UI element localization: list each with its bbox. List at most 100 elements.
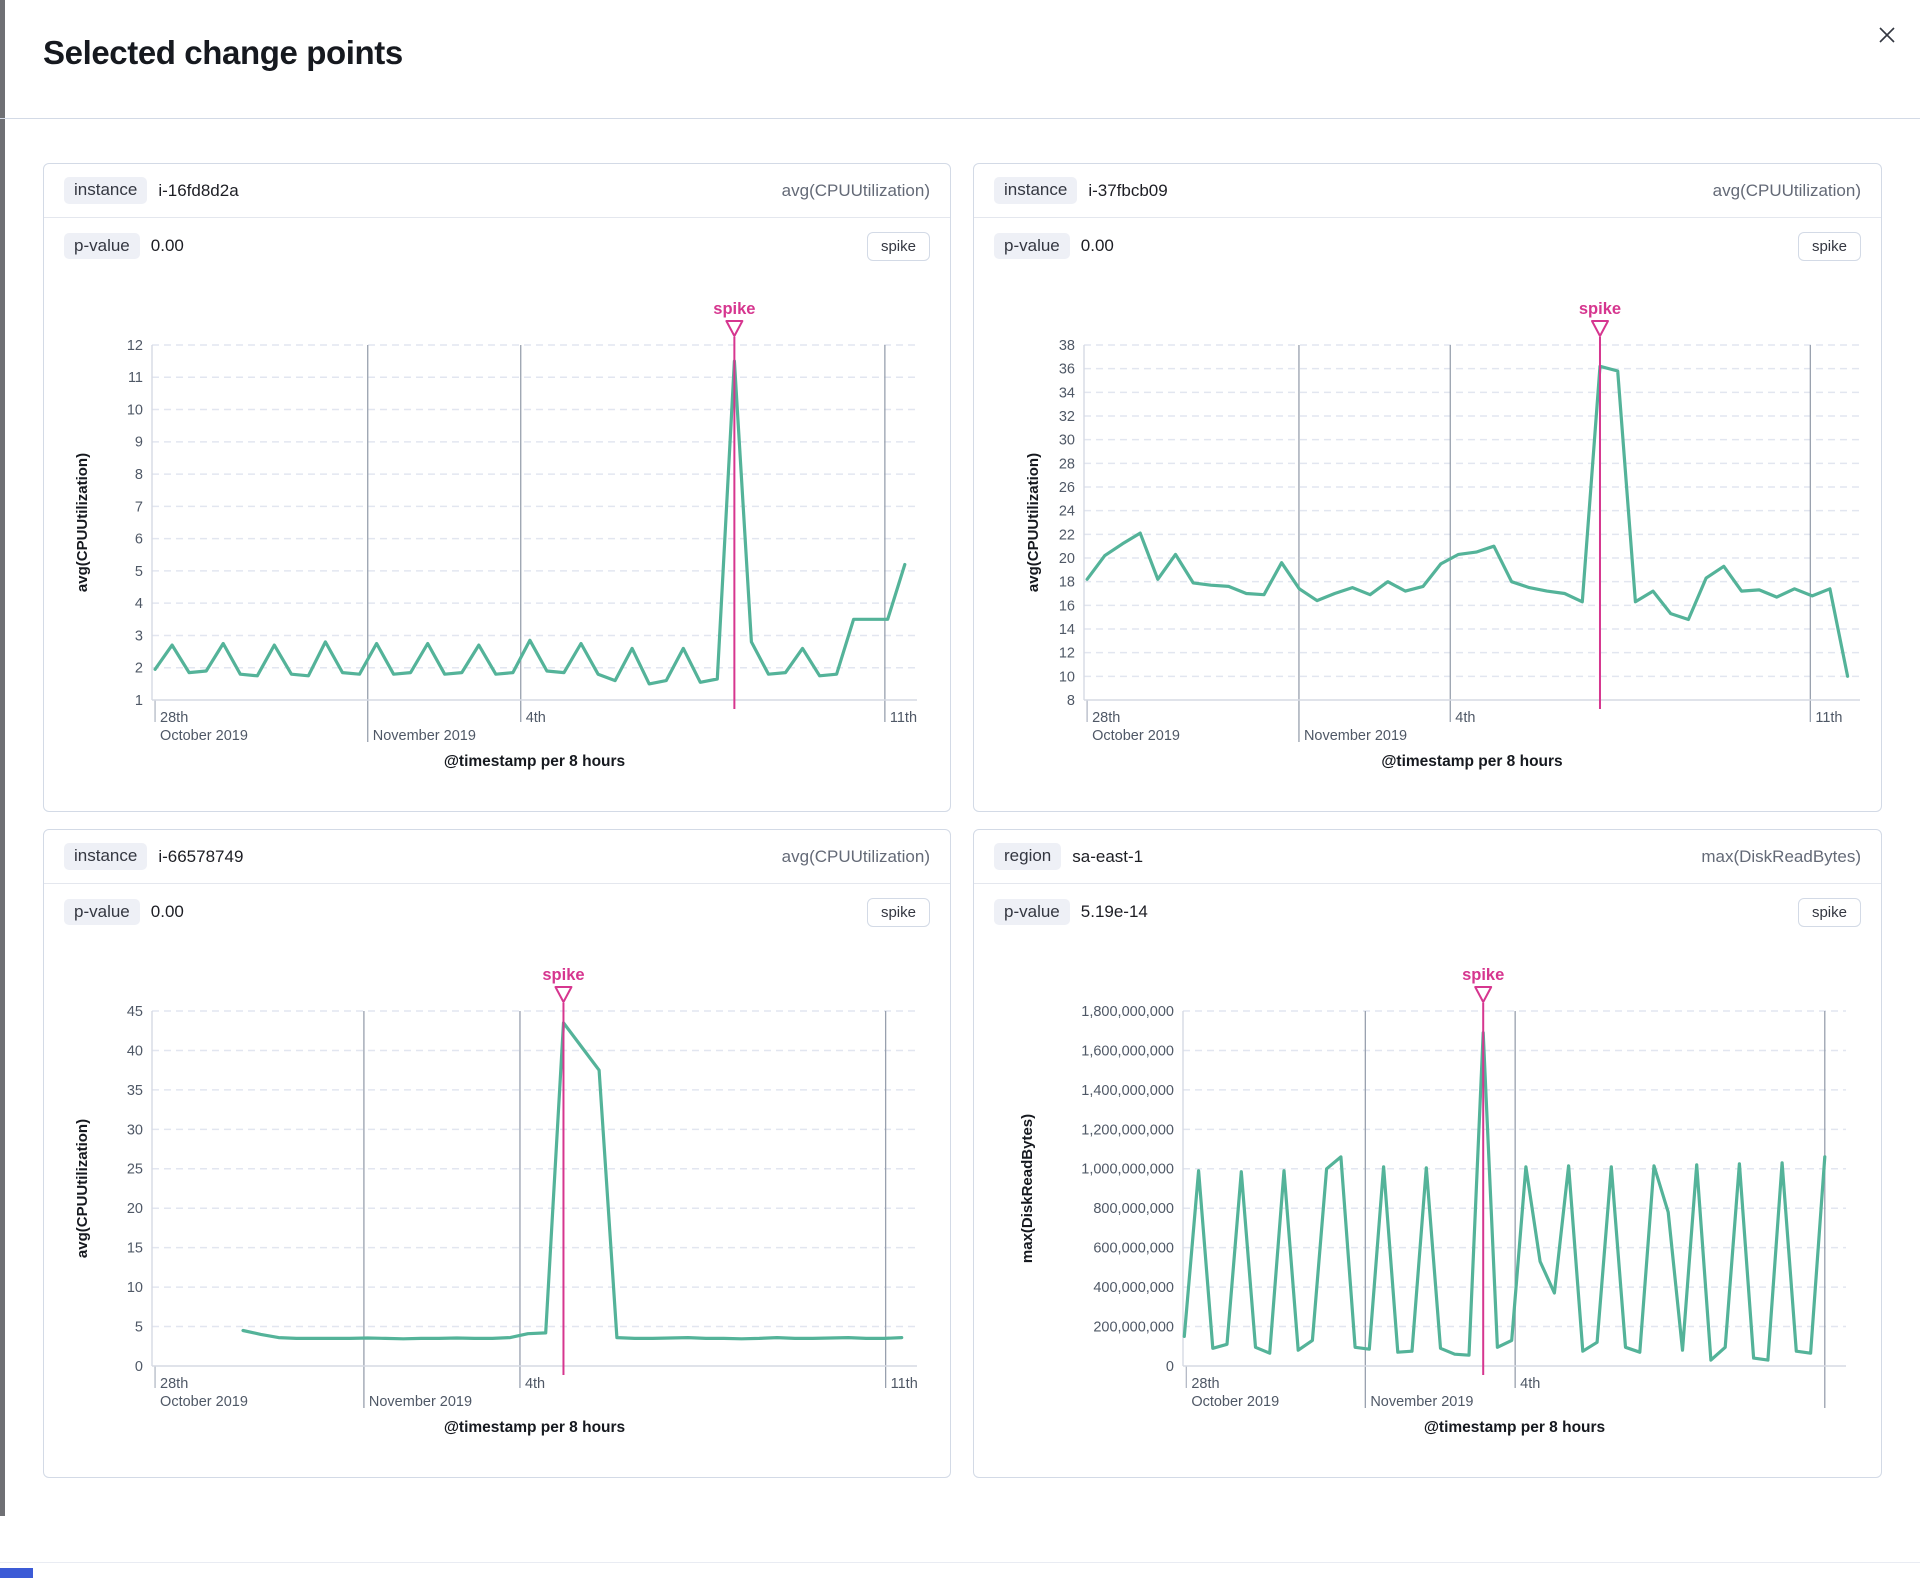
field-badge: region xyxy=(994,843,1062,870)
spike-type-button[interactable]: spike xyxy=(1797,231,1861,261)
card-header-row: region sa-east-1 max(DiskReadBytes) xyxy=(974,830,1881,884)
p-value-badge: p-value xyxy=(994,898,1070,926)
svg-text:3: 3 xyxy=(135,628,143,644)
field-value: i-37fbcb09 xyxy=(1088,180,1168,200)
close-button[interactable] xyxy=(1866,14,1908,56)
svg-text:0: 0 xyxy=(135,1359,143,1375)
svg-text:October 2019: October 2019 xyxy=(160,728,248,744)
svg-text:November 2019: November 2019 xyxy=(373,728,476,744)
svg-text:14: 14 xyxy=(1059,622,1075,638)
svg-text:24: 24 xyxy=(1059,504,1075,520)
svg-text:22: 22 xyxy=(1059,527,1075,543)
svg-text:avg(CPUUtilization): avg(CPUUtilization) xyxy=(74,453,91,592)
svg-text:32: 32 xyxy=(1059,409,1075,425)
change-point-card-3: instance i-66578749 avg(CPUUtilization) … xyxy=(43,829,951,1478)
metric-label: max(DiskReadBytes) xyxy=(1701,846,1861,866)
svg-text:40: 40 xyxy=(127,1043,143,1059)
svg-text:spike: spike xyxy=(542,966,584,984)
svg-text:4th: 4th xyxy=(525,1376,545,1392)
svg-text:October 2019: October 2019 xyxy=(1092,728,1180,744)
card-pvalue-row: p-value 5.19e-14 spike xyxy=(974,884,1881,940)
field-value: sa-east-1 xyxy=(1072,846,1144,866)
svg-text:12: 12 xyxy=(1059,646,1075,662)
card-pvalue-row: p-value 0.00 spike xyxy=(974,218,1881,274)
page-bottom-accent xyxy=(0,1568,33,1578)
svg-text:400,000,000: 400,000,000 xyxy=(1093,1280,1174,1296)
svg-text:spike: spike xyxy=(1462,966,1504,984)
field-value: i-16fd8d2a xyxy=(158,180,239,200)
svg-text:36: 36 xyxy=(1059,362,1075,378)
svg-text:1,000,000,000: 1,000,000,000 xyxy=(1081,1162,1174,1178)
svg-text:28th: 28th xyxy=(160,1376,188,1392)
svg-text:avg(CPUUtilization): avg(CPUUtilization) xyxy=(1025,453,1042,592)
card-pvalue-row: p-value 0.00 spike xyxy=(44,218,950,274)
svg-text:1,800,000,000: 1,800,000,000 xyxy=(1081,1004,1174,1020)
card-header-row: instance i-16fd8d2a avg(CPUUtilization) xyxy=(44,164,950,218)
svg-text:1,200,000,000: 1,200,000,000 xyxy=(1081,1122,1174,1138)
svg-text:26: 26 xyxy=(1059,480,1075,496)
metric-label: avg(CPUUtilization) xyxy=(781,180,930,200)
svg-text:4th: 4th xyxy=(526,710,546,726)
svg-text:5: 5 xyxy=(135,1319,143,1335)
field-badge: instance xyxy=(64,843,148,870)
svg-text:18: 18 xyxy=(1059,575,1075,591)
field-badge: instance xyxy=(64,177,148,204)
svg-text:28th: 28th xyxy=(1191,1376,1219,1392)
svg-text:10: 10 xyxy=(127,402,143,418)
p-value-badge: p-value xyxy=(994,232,1070,260)
p-value: 5.19e-14 xyxy=(1080,902,1148,921)
svg-text:7: 7 xyxy=(135,499,143,515)
svg-text:8: 8 xyxy=(1067,693,1075,709)
svg-text:1: 1 xyxy=(135,693,143,709)
svg-text:1,600,000,000: 1,600,000,000 xyxy=(1081,1043,1174,1059)
svg-text:11th: 11th xyxy=(891,1376,918,1392)
change-point-chart: 0 200,000,000 400,000,000 600,000,000 800,00… xyxy=(974,940,1881,1477)
p-value-badge: p-value xyxy=(64,898,140,926)
page-left-edge-strip xyxy=(0,0,5,1516)
change-point-chart: 8 10 12 14 16 18 20 22 24 26 28 30 32 34 36 38 28th Octob… xyxy=(974,274,1881,811)
svg-text:November 2019: November 2019 xyxy=(1304,728,1407,744)
svg-text:20: 20 xyxy=(127,1201,143,1217)
svg-text:200,000,000: 200,000,000 xyxy=(1093,1319,1174,1335)
spike-type-button[interactable]: spike xyxy=(866,231,930,261)
svg-text:800,000,000: 800,000,000 xyxy=(1093,1201,1174,1217)
svg-text:@timestamp per 8 hours: @timestamp per 8 hours xyxy=(444,1419,625,1436)
p-value: 0.00 xyxy=(150,902,184,921)
svg-text:35: 35 xyxy=(127,1083,143,1099)
svg-text:5: 5 xyxy=(135,564,143,580)
svg-text:11th: 11th xyxy=(890,710,917,726)
svg-text:28: 28 xyxy=(1059,456,1075,472)
p-value-badge: p-value xyxy=(64,232,140,260)
modal-header: Selected change points xyxy=(0,0,1920,119)
p-value: 0.00 xyxy=(1080,236,1114,255)
field-badge: instance xyxy=(994,177,1078,204)
svg-text:spike: spike xyxy=(713,300,755,318)
metric-label: avg(CPUUtilization) xyxy=(781,846,930,866)
svg-text:28th: 28th xyxy=(160,710,188,726)
svg-text:@timestamp per 8 hours: @timestamp per 8 hours xyxy=(1381,753,1562,770)
svg-text:30: 30 xyxy=(127,1122,143,1138)
close-icon xyxy=(1879,27,1895,43)
metric-label: avg(CPUUtilization) xyxy=(1712,180,1861,200)
page-bottom-divider xyxy=(0,1562,1920,1563)
svg-text:0: 0 xyxy=(1166,1359,1174,1375)
svg-text:November 2019: November 2019 xyxy=(1370,1394,1473,1410)
svg-text:11: 11 xyxy=(128,370,143,386)
svg-text:1,400,000,000: 1,400,000,000 xyxy=(1081,1083,1174,1099)
svg-text:spike: spike xyxy=(1579,300,1621,318)
svg-text:November 2019: November 2019 xyxy=(369,1394,472,1410)
card-pvalue-row: p-value 0.00 spike xyxy=(44,884,950,940)
card-header-row: instance i-37fbcb09 avg(CPUUtilization) xyxy=(974,164,1881,218)
svg-text:October 2019: October 2019 xyxy=(160,1394,248,1410)
svg-text:11th: 11th xyxy=(1815,710,1842,726)
field-value: i-66578749 xyxy=(158,846,244,866)
change-point-chart: 1 2 3 4 5 6 7 8 9 10 11 12 28th October 2019 November … xyxy=(44,274,950,811)
svg-text:2: 2 xyxy=(135,661,143,677)
svg-text:avg(CPUUtilization): avg(CPUUtilization) xyxy=(74,1119,91,1258)
change-point-card-2: instance i-37fbcb09 avg(CPUUtilization) … xyxy=(973,163,1882,812)
svg-text:25: 25 xyxy=(127,1162,143,1178)
svg-text:max(DiskReadBytes): max(DiskReadBytes) xyxy=(1019,1114,1036,1263)
spike-type-button[interactable]: spike xyxy=(1797,897,1861,927)
svg-text:38: 38 xyxy=(1059,338,1075,354)
spike-type-button[interactable]: spike xyxy=(866,897,930,927)
